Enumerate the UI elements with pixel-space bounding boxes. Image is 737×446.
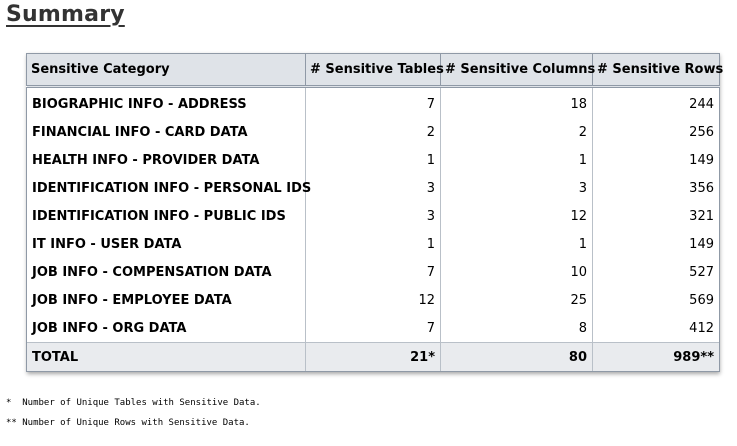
columns-count-cell: 2	[440, 118, 593, 146]
table-row: IT INFO - USER DATA 1 1 149	[26, 230, 720, 258]
columns-count-cell: 18	[440, 86, 593, 118]
table-row: IDENTIFICATION INFO - PERSONAL IDS 3 3 3…	[26, 174, 720, 202]
columns-count-cell: 10	[440, 258, 593, 286]
table-header-row: Sensitive Category # Sensitive Tables # …	[26, 53, 723, 88]
header-sensitive-category: Sensitive Category	[26, 53, 306, 88]
tables-count-cell: 7	[305, 86, 441, 118]
total-row: TOTAL 21* 80 989**	[26, 342, 720, 372]
tables-count-cell: 1	[305, 146, 441, 174]
category-cell: IT INFO - USER DATA	[26, 230, 306, 258]
tables-count-cell: 3	[305, 202, 441, 230]
category-cell: IDENTIFICATION INFO - PERSONAL IDS	[26, 174, 311, 202]
category-cell: JOB INFO - COMPENSATION DATA	[26, 258, 306, 286]
tables-count-cell: 7	[305, 258, 441, 286]
table-row: HEALTH INFO - PROVIDER DATA 1 1 149	[26, 146, 720, 174]
rows-count-cell: 256	[592, 118, 720, 146]
columns-count-cell: 3	[440, 174, 593, 202]
rows-count-cell: 149	[592, 146, 720, 174]
tables-count-cell: 2	[305, 118, 441, 146]
columns-count-cell: 1	[440, 230, 593, 258]
rows-count-cell: 527	[592, 258, 720, 286]
columns-count-cell: 1	[440, 146, 593, 174]
total-rows-count: 989**	[592, 342, 720, 372]
header-sensitive-tables: # Sensitive Tables	[305, 53, 444, 88]
category-cell: BIOGRAPHIC INFO - ADDRESS	[26, 86, 306, 118]
table-row: IDENTIFICATION INFO - PUBLIC IDS 3 12 32…	[26, 202, 720, 230]
table-row: JOB INFO - ORG DATA 7 8 412	[26, 314, 720, 343]
category-cell: HEALTH INFO - PROVIDER DATA	[26, 146, 306, 174]
category-cell: JOB INFO - ORG DATA	[26, 314, 306, 343]
page-title: Summary	[6, 2, 125, 27]
header-sensitive-rows: # Sensitive Rows	[592, 53, 723, 88]
rows-count-cell: 569	[592, 286, 720, 314]
category-cell: FINANCIAL INFO - CARD DATA	[26, 118, 306, 146]
table-row: JOB INFO - COMPENSATION DATA 7 10 527	[26, 258, 720, 286]
table-row: FINANCIAL INFO - CARD DATA 2 2 256	[26, 118, 720, 146]
rows-count-cell: 244	[592, 86, 720, 118]
rows-count-cell: 321	[592, 202, 720, 230]
tables-count-cell: 1	[305, 230, 441, 258]
category-cell: IDENTIFICATION INFO - PUBLIC IDS	[26, 202, 306, 230]
columns-count-cell: 25	[440, 286, 593, 314]
rows-count-cell: 356	[592, 174, 720, 202]
header-sensitive-columns: # Sensitive Columns	[440, 53, 595, 88]
summary-table-container: Sensitive Category # Sensitive Tables # …	[26, 53, 723, 372]
tables-count-cell: 12	[305, 286, 441, 314]
footnote-unique-rows: ** Number of Unique Rows with Sensitive …	[6, 418, 250, 428]
summary-table: Sensitive Category # Sensitive Tables # …	[26, 53, 723, 372]
columns-count-cell: 8	[440, 314, 593, 343]
columns-count-cell: 12	[440, 202, 593, 230]
rows-count-cell: 149	[592, 230, 720, 258]
tables-count-cell: 7	[305, 314, 441, 343]
rows-count-cell: 412	[592, 314, 720, 343]
total-label: TOTAL	[26, 342, 306, 372]
tables-count-cell: 3	[305, 174, 441, 202]
footnote-unique-tables: * Number of Unique Tables with Sensitive…	[6, 398, 261, 408]
total-tables-count: 21*	[305, 342, 441, 372]
table-row: BIOGRAPHIC INFO - ADDRESS 7 18 244	[26, 86, 720, 118]
table-row: JOB INFO - EMPLOYEE DATA 12 25 569	[26, 286, 720, 314]
total-columns-count: 80	[440, 342, 593, 372]
category-cell: JOB INFO - EMPLOYEE DATA	[26, 286, 306, 314]
